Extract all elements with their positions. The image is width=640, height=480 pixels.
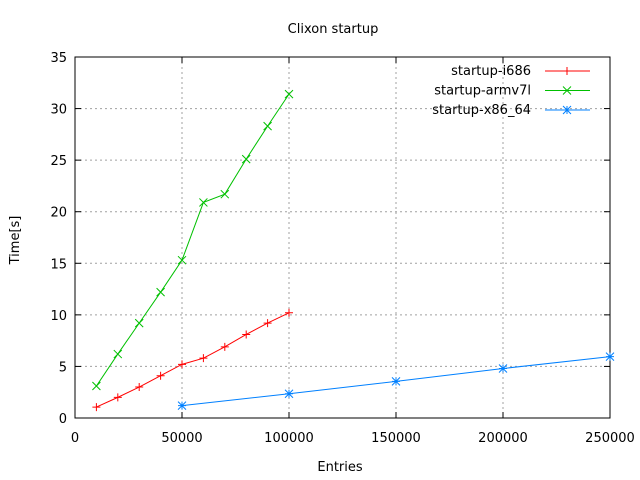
x-tick-label: 0	[71, 431, 79, 446]
chart-title: Clixon startup	[288, 22, 379, 37]
star-marker	[498, 364, 508, 373]
star-marker	[177, 401, 187, 410]
star-marker	[391, 377, 401, 386]
y-tick-label: 20	[50, 206, 67, 221]
legend-label: startup-x86_64	[432, 103, 531, 118]
cross-marker	[177, 255, 187, 265]
plus-marker	[135, 383, 144, 392]
y-tick-label: 15	[50, 257, 67, 272]
series-line	[96, 312, 290, 408]
x-tick-label: 200000	[478, 431, 528, 446]
y-tick-label: 5	[59, 360, 67, 375]
y-tick-label: 35	[50, 51, 67, 66]
y-tick-label: 10	[50, 309, 67, 324]
series-group	[92, 89, 615, 412]
cross-marker	[113, 349, 123, 359]
legend-label: startup-armv7l	[434, 84, 531, 99]
x-tick-label: 150000	[371, 431, 421, 446]
cross-marker	[562, 86, 572, 95]
y-tick-label: 0	[59, 412, 67, 427]
plus-marker	[199, 354, 208, 363]
plus-marker	[92, 403, 101, 412]
plus-marker	[263, 319, 272, 328]
plus-marker	[178, 360, 186, 369]
plot-border	[74, 56, 611, 419]
series-startup-i686	[92, 308, 293, 412]
series-startup-armv7l	[92, 89, 294, 391]
plus-marker	[563, 67, 571, 75]
x-tick-label: 50000	[161, 431, 202, 446]
star-marker	[605, 352, 615, 361]
plus-marker	[285, 308, 293, 317]
series-line	[95, 93, 290, 387]
star-marker	[284, 389, 294, 399]
axis-ticks: 0 50000 100000 150000 200000 250000 0 5 10 15 20 25…	[50, 51, 634, 446]
y-axis-label: Time[s]	[8, 216, 23, 266]
cross-marker	[241, 154, 251, 164]
cross-marker	[92, 381, 101, 391]
y-tick-label: 30	[50, 103, 67, 118]
cross-marker	[263, 121, 272, 131]
x-tick-label: 250000	[585, 431, 635, 446]
legend: startup-i686 startup-armv7l startup-x86_64	[432, 64, 590, 118]
plus-marker	[242, 330, 251, 339]
legend-label: startup-i686	[451, 64, 531, 79]
plus-marker	[156, 371, 165, 380]
cross-marker	[199, 198, 208, 207]
cross-marker	[134, 318, 144, 328]
cross-marker	[284, 89, 294, 99]
plus-marker	[220, 342, 229, 351]
plus-marker	[113, 393, 122, 402]
star-marker	[562, 105, 572, 115]
x-axis-label: Entries	[317, 460, 363, 475]
cross-marker	[220, 189, 230, 199]
cross-marker	[156, 287, 165, 297]
y-tick-label: 25	[50, 154, 67, 169]
x-tick-label: 100000	[264, 431, 314, 446]
series-startup-x86_64	[177, 352, 615, 410]
